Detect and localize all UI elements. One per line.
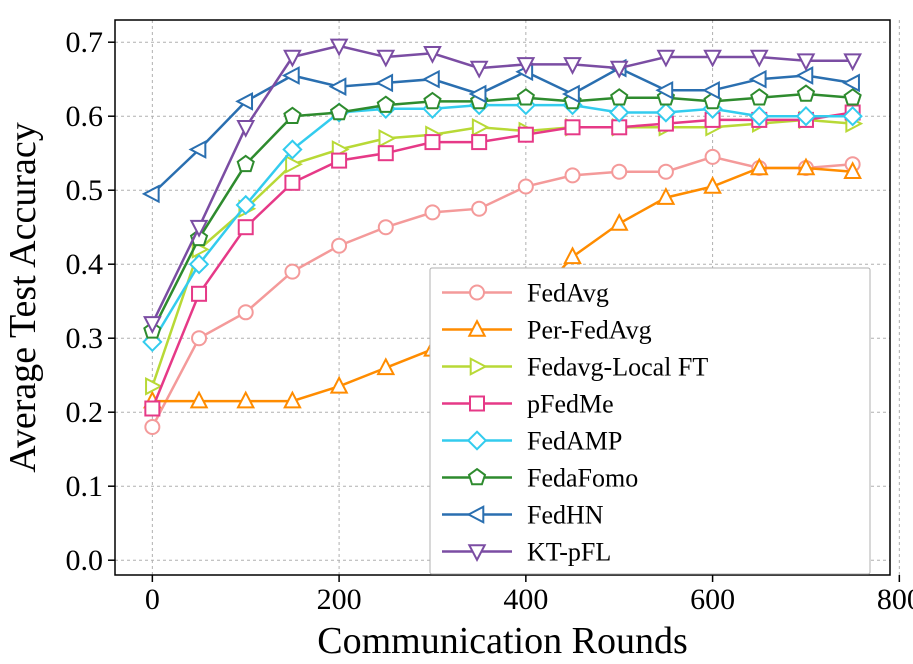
y-tick-label: 0.5 bbox=[66, 174, 104, 207]
x-tick-label: 600 bbox=[690, 583, 735, 616]
x-tick-label: 0 bbox=[145, 583, 160, 616]
y-axis-title: Average Test Accuracy bbox=[2, 122, 44, 472]
x-tick-label: 400 bbox=[503, 583, 548, 616]
y-tick-label: 0.0 bbox=[66, 544, 104, 577]
y-tick-label: 0.2 bbox=[66, 396, 104, 429]
legend-label: KT-pFL bbox=[527, 538, 611, 567]
y-tick-label: 0.3 bbox=[66, 322, 104, 355]
legend-label: pFedMe bbox=[527, 390, 614, 419]
legend: FedAvg Per-FedAvg Fedavg-Local FT pFedMe Fed… bbox=[430, 268, 870, 574]
legend-label: Fedavg-Local FT bbox=[527, 353, 708, 382]
legend-label: Per-FedAvg bbox=[527, 316, 652, 345]
x-tick-label: 800 bbox=[877, 583, 913, 616]
y-tick-label: 0.7 bbox=[66, 26, 104, 59]
legend-label: FedaFomo bbox=[527, 464, 638, 493]
legend-label: FedAvg bbox=[527, 279, 609, 308]
line-chart: 0 200 400 600 800 0.0 0.1 0.2 0.3 0.4 0.5 0.6 0.7 Com… bbox=[0, 0, 913, 664]
legend-label: FedHN bbox=[527, 501, 604, 530]
y-tick-label: 0.1 bbox=[66, 470, 104, 503]
legend-label: FedAMP bbox=[527, 427, 622, 456]
y-tick-label: 0.4 bbox=[66, 248, 104, 281]
x-tick-label: 200 bbox=[317, 583, 362, 616]
x-axis-title: Communication Rounds bbox=[317, 620, 688, 662]
y-tick-label: 0.6 bbox=[66, 100, 104, 133]
chart-container: 0 200 400 600 800 0.0 0.1 0.2 0.3 0.4 0.5 0.6 0.7 Com… bbox=[0, 0, 913, 664]
